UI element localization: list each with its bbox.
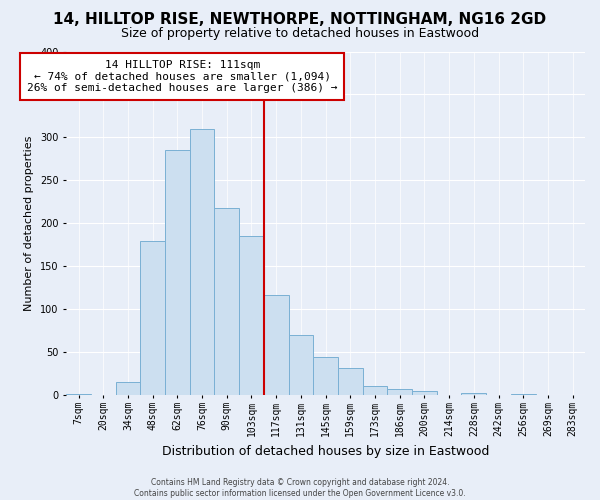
Bar: [116, 382, 140, 396]
Bar: [486, 394, 511, 396]
Bar: [511, 394, 536, 396]
Bar: [289, 335, 313, 396]
Text: 14 HILLTOP RISE: 111sqm
← 74% of detached houses are smaller (1,094)
26% of semi: 14 HILLTOP RISE: 111sqm ← 74% of detache…: [27, 60, 338, 94]
Bar: [66, 394, 91, 396]
Bar: [264, 295, 289, 396]
Bar: [560, 394, 585, 396]
Bar: [140, 240, 165, 396]
Bar: [165, 150, 190, 396]
Bar: [190, 129, 214, 396]
Text: Contains HM Land Registry data © Crown copyright and database right 2024.
Contai: Contains HM Land Registry data © Crown c…: [134, 478, 466, 498]
Bar: [338, 368, 362, 396]
Y-axis label: Number of detached properties: Number of detached properties: [25, 136, 34, 311]
Text: Size of property relative to detached houses in Eastwood: Size of property relative to detached ho…: [121, 28, 479, 40]
Bar: [536, 394, 560, 396]
Bar: [388, 390, 412, 396]
Bar: [239, 236, 264, 396]
Bar: [412, 391, 437, 396]
X-axis label: Distribution of detached houses by size in Eastwood: Distribution of detached houses by size …: [162, 444, 489, 458]
Text: 14, HILLTOP RISE, NEWTHORPE, NOTTINGHAM, NG16 2GD: 14, HILLTOP RISE, NEWTHORPE, NOTTINGHAM,…: [53, 12, 547, 28]
Bar: [461, 393, 486, 396]
Bar: [214, 208, 239, 396]
Bar: [313, 356, 338, 396]
Bar: [362, 386, 388, 396]
